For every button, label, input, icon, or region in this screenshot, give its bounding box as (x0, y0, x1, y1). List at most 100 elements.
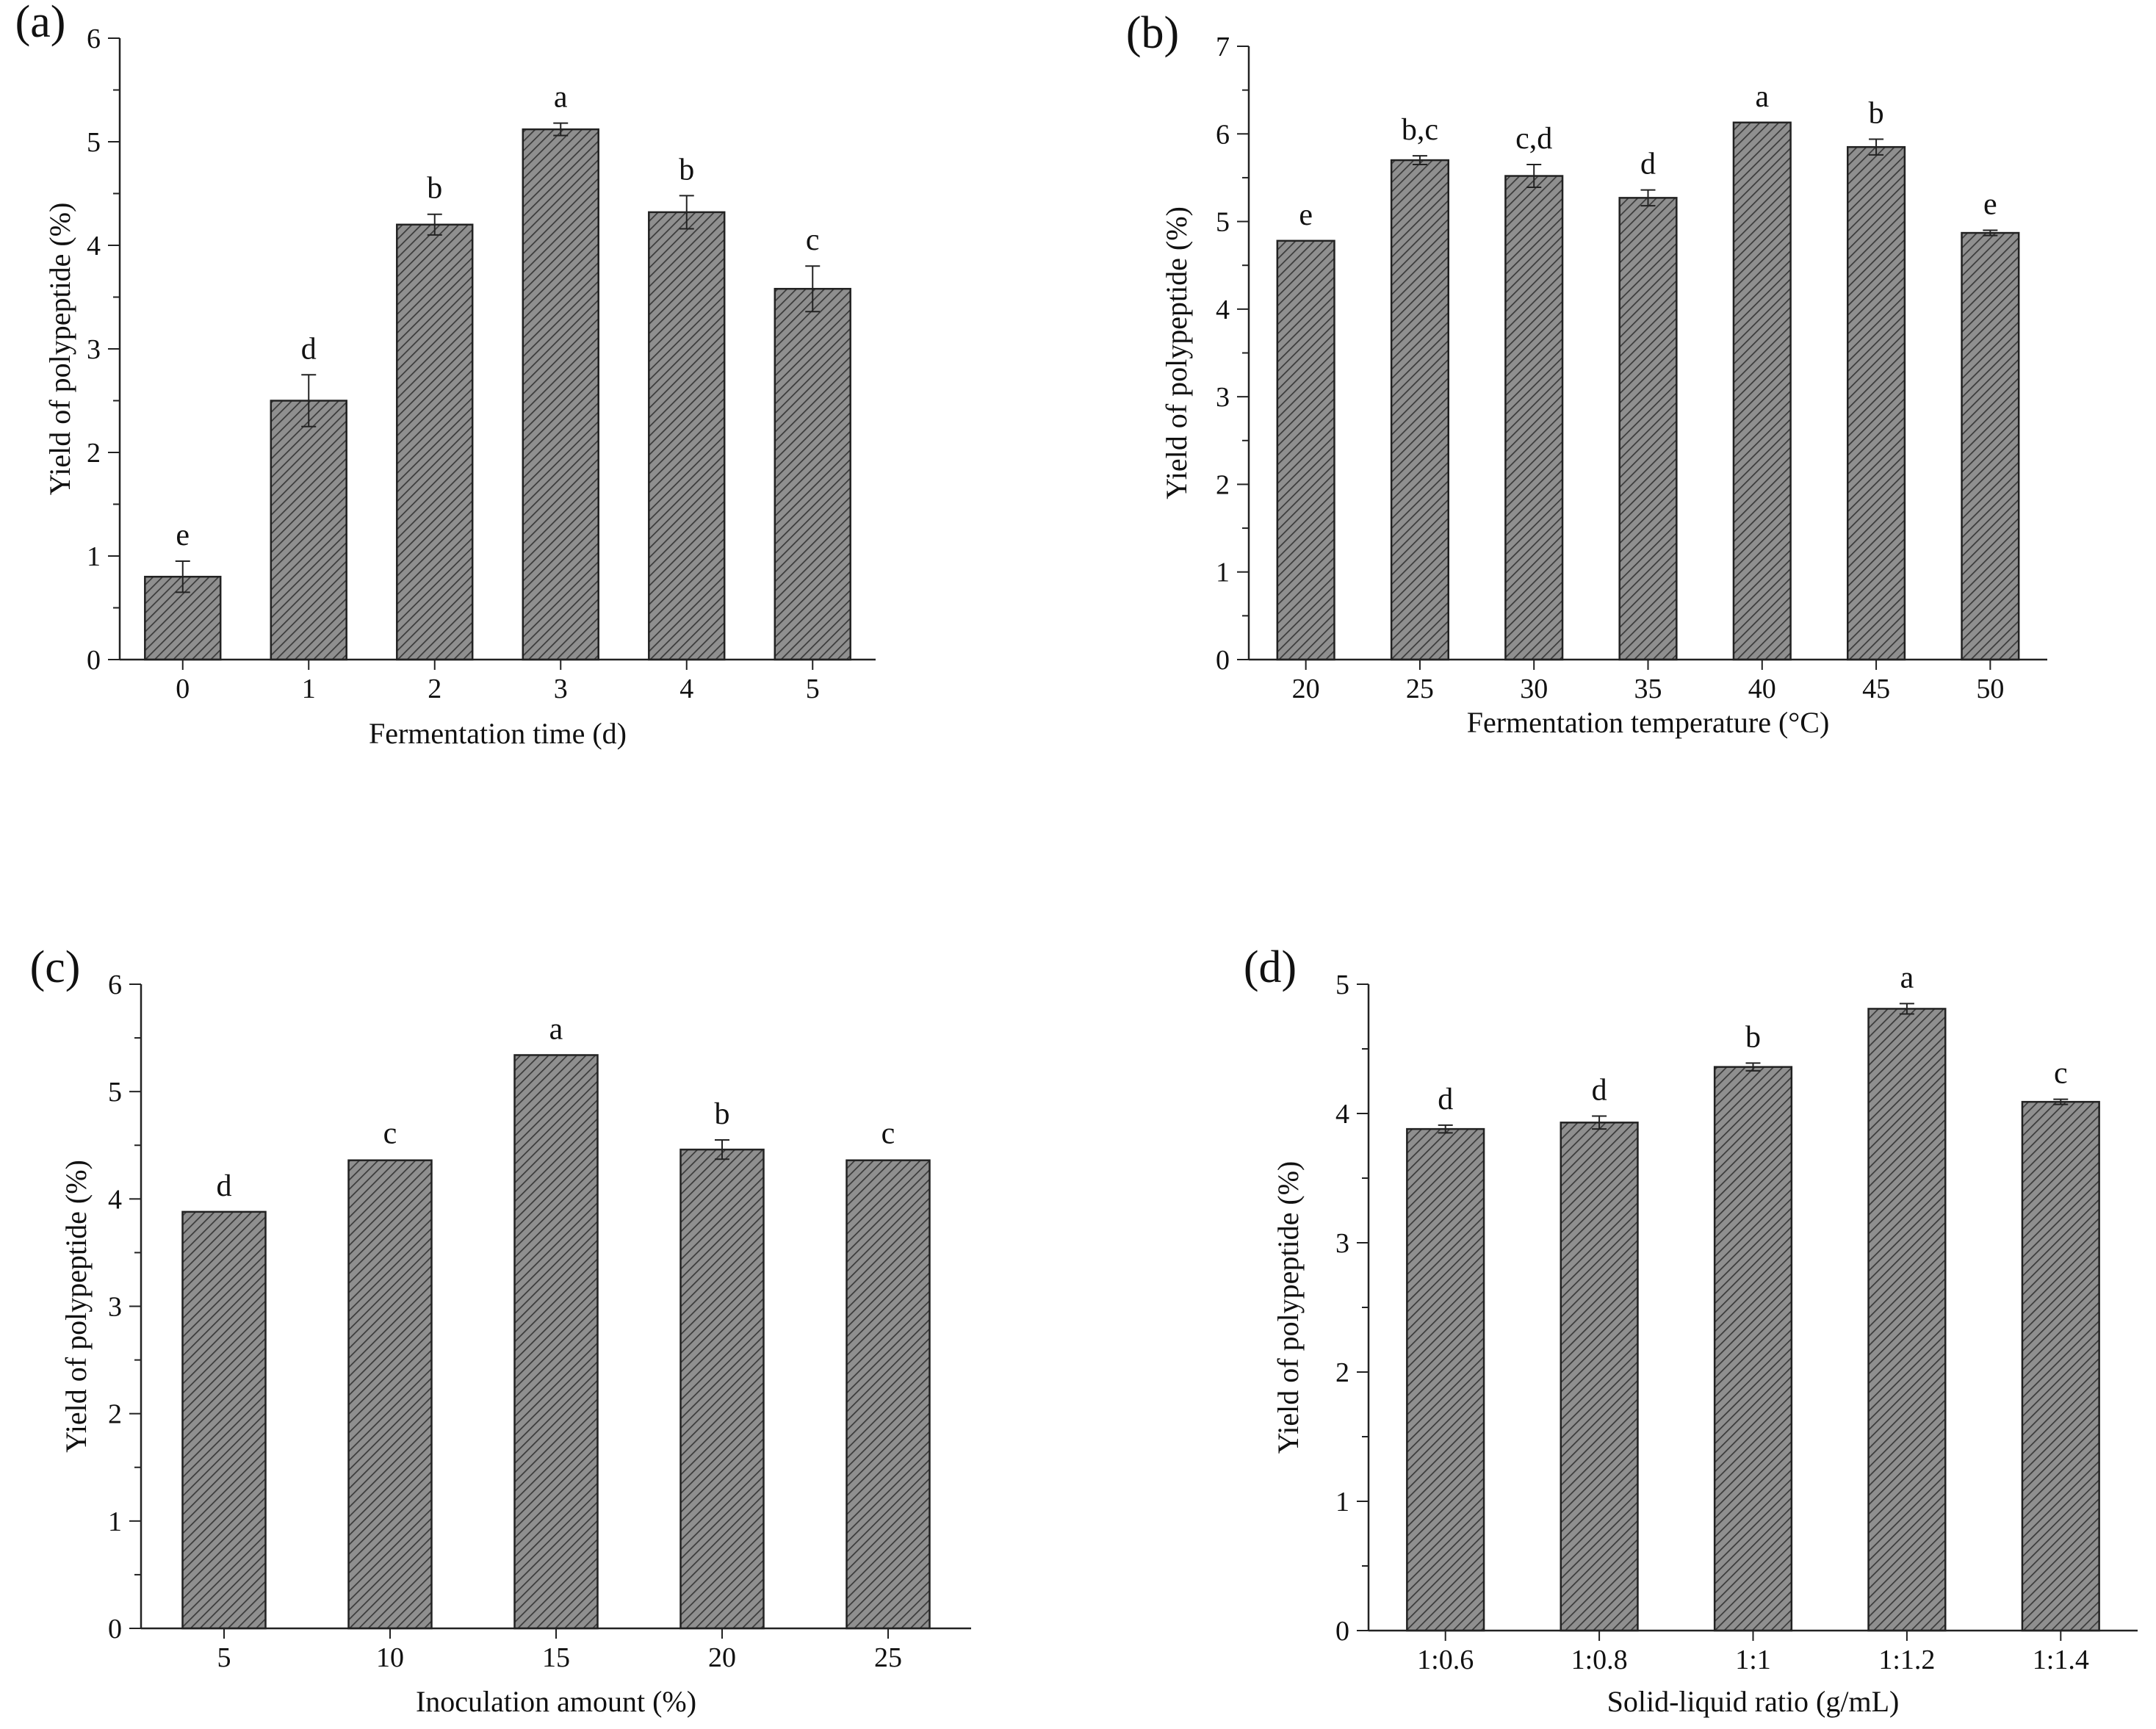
bar-c-3 (679, 1148, 765, 1630)
error-bar-d-0 (1438, 1124, 1453, 1134)
significance-label-b-6: e (1983, 188, 1997, 222)
error-bar-a-4 (679, 195, 694, 230)
chart-panel-d: d 1:0.6 d 1:0.8 b 1:1 a 1:1.2 c 1:1.4 0 1 2 3 4 5 Solid-… (1078, 864, 2156, 1729)
significance-label-a-3: a (554, 81, 568, 115)
x-tick-label-c-2: 15 (542, 1642, 570, 1673)
y-axis-title-a: Yield of polypeptide (%) (43, 203, 76, 496)
y-axis-title-d: Yield of polypeptide (%) (1272, 1161, 1305, 1454)
significance-label-c-3: b (715, 1097, 730, 1131)
x-tick-label-b-0: 20 (1292, 674, 1320, 704)
y-tick-label-a-4: 4 (87, 231, 101, 261)
x-tick-label-a-5: 5 (806, 674, 820, 704)
x-tick-label-d-0: 1:0.6 (1417, 1645, 1474, 1675)
significance-label-d-2: b (1745, 1020, 1761, 1054)
y-tick-label-b-3: 3 (1216, 382, 1230, 413)
bar-d-4 (2021, 1100, 2100, 1632)
y-tick-label-c-1: 1 (108, 1506, 122, 1537)
y-tick-label-c-0: 0 (108, 1614, 122, 1645)
error-bar-a-1 (301, 374, 317, 427)
x-tick-label-c-1: 10 (376, 1642, 404, 1673)
panel-label-a: (a) (15, 0, 66, 47)
x-tick-label-d-4: 1:1.4 (2033, 1645, 2089, 1675)
significance-label-c-4: c (881, 1116, 895, 1150)
y-tick-label-b-1: 1 (1216, 557, 1230, 588)
x-tick-label-b-1: 25 (1406, 674, 1434, 704)
y-tick-label-b-0: 0 (1216, 645, 1230, 676)
error-bar-b-1 (1412, 155, 1427, 166)
x-tick-label-b-4: 40 (1748, 674, 1776, 704)
significance-label-a-4: b (679, 153, 694, 187)
x-tick-label-a-0: 0 (176, 674, 190, 704)
y-tick-label-c-5: 5 (108, 1077, 122, 1108)
x-tick-label-d-3: 1:1.2 (1878, 1645, 1935, 1675)
significance-label-c-1: c (383, 1116, 397, 1150)
x-tick-label-a-1: 1 (302, 674, 316, 704)
error-bar-d-3 (1899, 1003, 1914, 1015)
x-tick-label-c-3: 20 (708, 1642, 736, 1673)
chart-b-svg: e20b,c25c,d30d35a40b45e5001234567Ferment… (1126, 8, 2047, 739)
x-tick-label-c-4: 25 (874, 1642, 902, 1673)
bar-d-1 (1560, 1122, 1639, 1632)
chart-panel-c: d 5 c 10 a 15 b 20 c 25 0 1 2 3 4 5 6 Inoculation amount … (0, 864, 1078, 1729)
significance-label-c-2: a (549, 1012, 563, 1046)
x-axis-title-a: Fermentation time (d) (369, 717, 627, 750)
significance-label-a-0: e (176, 519, 190, 552)
significance-label-d-4: c (2054, 1057, 2068, 1091)
y-tick-label-d-2: 2 (1335, 1357, 1349, 1388)
y-tick-label-b-6: 6 (1216, 119, 1230, 150)
y-tick-label-b-5: 5 (1216, 207, 1230, 238)
panel-label-d: (d) (1244, 942, 1297, 992)
panel-label-c: (c) (30, 942, 81, 992)
chart-panel-a: e 0 d 1 b 2 a 3 b 4 c 5 0 1 2 3 4 5 6 Fermentation time (d)… (0, 0, 1078, 864)
significance-label-c-0: d (217, 1169, 232, 1203)
x-tick-label-b-5: 45 (1862, 674, 1890, 704)
error-bar-a-3 (553, 122, 569, 137)
x-axis-title-b: Fermentation temperature (°C) (1467, 706, 1830, 739)
error-bar-d-4 (2053, 1098, 2069, 1105)
y-tick-label-b-7: 7 (1216, 32, 1230, 62)
y-tick-label-a-5: 5 (87, 127, 101, 158)
bar-a-3 (522, 128, 599, 661)
x-tick-label-b-3: 35 (1634, 674, 1662, 704)
y-tick-label-a-0: 0 (87, 645, 101, 676)
y-tick-label-a-2: 2 (87, 438, 101, 469)
y-tick-label-a-1: 1 (87, 541, 101, 572)
bar-b-5 (1847, 145, 1906, 661)
bar-a-2 (396, 223, 474, 661)
x-axis-title-d: Solid-liquid ratio (g/mL) (1607, 1685, 1900, 1718)
significance-label-b-1: b,c (1402, 113, 1438, 147)
significance-label-b-4: a (1755, 80, 1769, 114)
bar-c-2 (513, 1054, 599, 1630)
x-tick-label-b-2: 30 (1520, 674, 1548, 704)
significance-label-b-0: e (1299, 198, 1313, 232)
y-tick-label-d-3: 3 (1335, 1228, 1349, 1259)
x-tick-label-a-4: 4 (679, 674, 693, 704)
error-bar-d-2 (1745, 1062, 1761, 1072)
bar-b-6 (1961, 231, 2020, 661)
error-bar-d-1 (1592, 1115, 1607, 1130)
bar-a-1 (270, 400, 347, 661)
y-tick-label-a-6: 6 (87, 24, 101, 54)
y-tick-label-c-6: 6 (108, 970, 122, 1000)
x-tick-label-a-2: 2 (428, 674, 441, 704)
significance-label-a-1: d (301, 332, 317, 366)
significance-label-b-5: b (1869, 96, 1884, 130)
chart-panel-b: e 20 b,c 25 c,d 30 d 35 a 40 b 45 e 50 0 1 2 3 4 5 6 7 Ferment… (1078, 0, 2156, 864)
bar-d-2 (1713, 1066, 1793, 1632)
chart-d-svg: d 1:0.6 d 1:0.8 b 1:1 a 1:1.2 c 1:1.4 0 1 2 3 4 5 Solid-… (1244, 942, 2138, 1718)
y-tick-label-d-1: 1 (1335, 1487, 1349, 1517)
bar-c-1 (347, 1159, 433, 1630)
significance-label-b-2: c,d (1515, 122, 1552, 156)
chart-c-svg: d 5 c 10 a 15 b 20 c 25 0 1 2 3 4 5 6 Inoculation amount … (30, 942, 971, 1718)
x-tick-label-d-1: 1:0.8 (1571, 1645, 1628, 1675)
y-tick-label-c-2: 2 (108, 1399, 122, 1430)
bar-c-4 (846, 1159, 931, 1630)
significance-label-d-3: a (1900, 961, 1914, 995)
y-tick-label-d-5: 5 (1335, 970, 1349, 1000)
bar-b-3 (1618, 197, 1678, 661)
x-tick-label-d-2: 1:1 (1735, 1645, 1771, 1675)
bar-b-2 (1504, 175, 1564, 661)
y-tick-label-c-4: 4 (108, 1184, 122, 1215)
y-axis-title-c: Yield of polypeptide (%) (60, 1160, 93, 1453)
y-axis-title-b: Yield of polypeptide (%) (1160, 206, 1193, 499)
